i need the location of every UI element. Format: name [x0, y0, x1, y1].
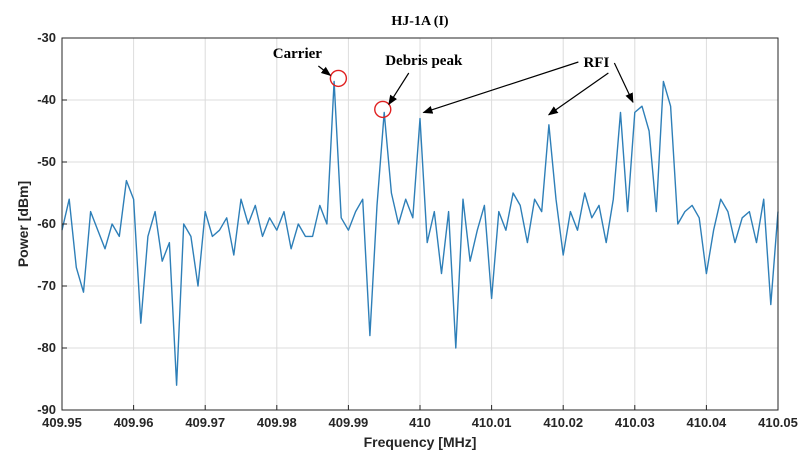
y-tick-label: -40: [37, 92, 56, 107]
x-tick-label: 410.01: [472, 415, 512, 430]
x-axis: 409.95 409.96 409.97 409.98 409.99 410 410.01 4…: [42, 405, 798, 430]
y-axis-label: Power [dBm]: [15, 181, 31, 267]
chart-title: HJ-1A (I): [391, 14, 449, 29]
x-tick-label: 410.05: [758, 415, 798, 430]
x-tick-label: 409.95: [42, 415, 82, 430]
y-tick-label: -70: [37, 278, 56, 293]
x-axis-label: Frequency [MHz]: [364, 434, 477, 450]
x-tick-label: 409.97: [185, 415, 225, 430]
y-tick-label: -60: [37, 216, 56, 231]
series-layer: [61, 80, 779, 386]
y-tick-label: -30: [37, 30, 56, 45]
annotations: Carrier Debris peak RFI: [273, 46, 634, 119]
annotation-arrow: [318, 65, 332, 77]
annotation-label: RFI: [583, 55, 609, 71]
spectrum-line: [61, 80, 779, 386]
annotation-arrow: [422, 61, 579, 114]
x-tick-label: 410: [409, 415, 431, 430]
x-tick-label: 409.98: [257, 415, 297, 430]
x-tick-label: 410.02: [543, 415, 583, 430]
annotation-arrow: [613, 62, 634, 104]
y-tick-label: -50: [37, 154, 56, 169]
x-tick-label: 410.04: [687, 415, 728, 430]
x-tick-label: 410.03: [615, 415, 655, 430]
x-tick-label: 409.96: [114, 415, 154, 430]
annotation-label: Debris peak: [385, 53, 463, 69]
x-tick-label: 409.99: [329, 415, 369, 430]
debris-peak-marker: [374, 100, 392, 119]
y-tick-label: -90: [37, 402, 56, 417]
carrier-marker: [329, 69, 348, 88]
y-tick-label: -80: [37, 340, 56, 355]
annotation-arrow: [547, 72, 609, 116]
y-axis: -30 -40 -50 -60 -70 -80 -90: [37, 30, 67, 417]
annotation-label: Carrier: [273, 46, 322, 62]
annotation-arrow: [388, 72, 410, 106]
